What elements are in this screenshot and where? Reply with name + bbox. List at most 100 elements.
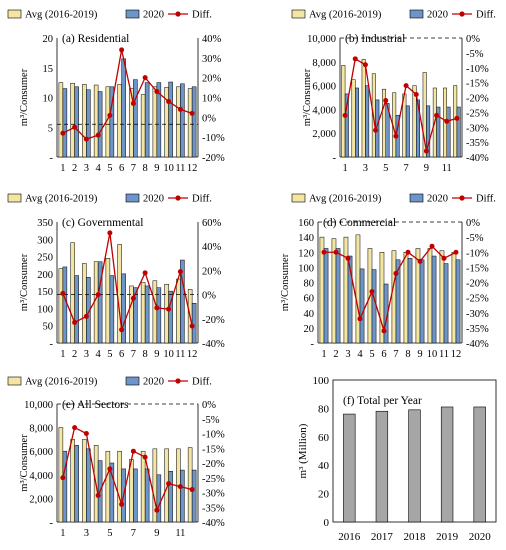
y2-tick-label: -25%: [466, 294, 489, 305]
x-tick-label: 9: [154, 163, 159, 174]
x-tick-label: 12: [187, 349, 198, 360]
panel-e: Avg (2016-2019) 2020 Diff. - 2,000 4,000 6,000…: [7, 377, 225, 539]
bar-2020: [121, 58, 126, 158]
bar-avg: [439, 250, 445, 344]
legend-diff-label: Diff.: [192, 377, 212, 388]
y-tick-label: 5: [48, 123, 53, 134]
x-tick-label: 11: [439, 349, 449, 360]
diff-marker: [142, 454, 148, 460]
bar-avg: [70, 82, 75, 158]
bar-2020: [443, 263, 449, 344]
legend-avg-swatch: [291, 9, 306, 19]
diff-marker: [72, 425, 78, 431]
bar-2020: [455, 259, 461, 344]
x-tick-label: 3: [345, 349, 350, 360]
diff-marker: [383, 97, 389, 103]
y-tick-label: 8,000: [29, 424, 53, 435]
x-tick-label: 3: [363, 163, 368, 174]
bar-2020: [168, 290, 173, 344]
y-tick-label: 140: [298, 233, 314, 244]
bar-2020: [344, 93, 349, 158]
diff-marker: [423, 148, 429, 154]
y2-tick-label: -20%: [202, 153, 225, 164]
y2-tick-label: 60%: [202, 218, 222, 229]
y-tick-label: 250: [37, 253, 53, 264]
legend-2020-label: 2020: [143, 10, 164, 21]
bar-avg: [451, 252, 457, 344]
x-tick-label: 11: [175, 163, 185, 174]
legend-diff-label: Diff.: [476, 10, 496, 21]
y-tick-label: 80: [318, 403, 330, 415]
bar-total: [440, 406, 454, 523]
bar-2020: [191, 469, 197, 523]
diff-marker: [345, 255, 351, 261]
diff-marker: [83, 313, 89, 319]
diff-marker: [177, 269, 183, 275]
diff-marker: [393, 133, 399, 139]
y-tick-label: 50: [43, 322, 54, 333]
bar-avg: [355, 234, 361, 344]
bar-2020: [133, 468, 138, 523]
y-tick-label: -: [311, 339, 315, 350]
y2-tick-label: -35%: [466, 324, 489, 335]
panel-title: (f) Total per Year: [343, 395, 422, 407]
diff-marker: [429, 243, 435, 249]
x-tick-label: 2: [333, 349, 338, 360]
bar-2020: [86, 448, 91, 523]
y-tick-label: 10,000: [24, 400, 53, 411]
x-tick-label: 2: [72, 349, 77, 360]
diff-marker: [142, 270, 148, 276]
bar-2020: [405, 105, 410, 158]
diff-marker: [60, 290, 66, 296]
bar-avg: [117, 450, 122, 523]
y2-tick-label: -25%: [466, 108, 489, 119]
diff-marker: [189, 323, 195, 329]
bar-avg: [403, 252, 409, 344]
x-tick-label: 11: [175, 528, 185, 539]
bar-avg: [361, 59, 366, 158]
diff-marker: [107, 230, 113, 236]
legend-diff-marker: [175, 195, 181, 201]
bar-avg: [82, 84, 87, 158]
y-tick-label: 40: [318, 460, 330, 472]
y2-tick-label: 0%: [202, 400, 216, 411]
bar-2020: [407, 258, 413, 344]
diff-marker: [95, 132, 101, 138]
diff-marker: [119, 47, 125, 53]
legend-avg-label: Avg (2016-2019): [25, 377, 98, 388]
diff-marker: [434, 112, 440, 118]
y-tick-label: 10,000: [307, 34, 336, 45]
bar-avg: [176, 86, 181, 158]
y-tick-label: 100: [313, 375, 330, 387]
bar-2020: [191, 302, 197, 344]
y-tick-label: 100: [37, 304, 53, 315]
diff-marker: [177, 106, 183, 112]
x-tick-label: 6: [119, 349, 124, 360]
x-tick-label: 2017: [371, 531, 394, 543]
y2-tick-label: -10%: [202, 430, 225, 441]
bar-2020: [74, 275, 79, 344]
diff-marker: [405, 249, 411, 255]
bar-avg: [82, 263, 87, 344]
bar-2020: [156, 82, 162, 158]
legend-2020-swatch: [125, 9, 140, 19]
x-tick-label: 8: [143, 349, 148, 360]
bar-2020: [347, 255, 353, 344]
diff-marker: [417, 258, 423, 264]
x-tick-label: 10: [163, 349, 174, 360]
legend-diff-label: Diff.: [476, 194, 496, 205]
y2-tick-label: -5%: [466, 233, 484, 244]
diff-marker: [95, 492, 101, 498]
bar-2020: [133, 79, 138, 158]
bar-avg: [93, 84, 99, 158]
y2-tick-label: -35%: [202, 503, 225, 514]
panel-b: Avg (2016-2019) 2020 Diff. - 2,000 4,000 6,000…: [291, 9, 496, 174]
y-tick-label: 8,000: [312, 58, 336, 69]
x-tick-label: 5: [107, 349, 112, 360]
bar-2020: [395, 259, 401, 344]
y2-tick-label: 40%: [202, 34, 222, 45]
y2-tick-label: -20%: [466, 279, 489, 290]
x-tick-label: 10: [163, 163, 174, 174]
y2-tick-label: -15%: [466, 79, 489, 90]
x-tick-label: 1: [321, 349, 326, 360]
